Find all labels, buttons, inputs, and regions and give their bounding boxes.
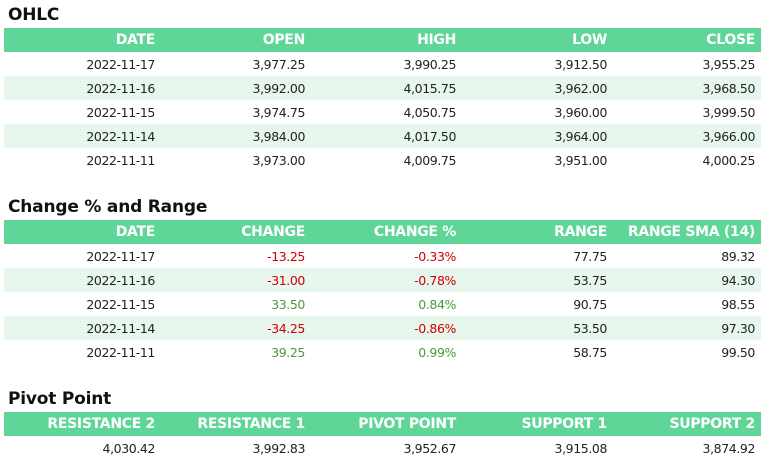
close-cell: 3,968.50 xyxy=(613,76,761,100)
table-row: 2022-11-11 39.25 0.99% 58.75 99.50 xyxy=(4,340,761,364)
table-row: 2022-11-17 3,977.25 3,990.25 3,912.50 3,… xyxy=(4,52,761,76)
change-range-table: DATE CHANGE CHANGE % RANGE RANGE SMA (14… xyxy=(4,220,761,364)
column-header-pivot-point: PIVOT POINT xyxy=(311,412,462,436)
change-percent-cell: -0.78% xyxy=(311,268,462,292)
change-header-row: DATE CHANGE CHANGE % RANGE RANGE SMA (14… xyxy=(4,220,761,244)
ohlc-title: OHLC xyxy=(8,5,60,25)
low-cell: 3,912.50 xyxy=(462,52,613,76)
column-header-date: DATE xyxy=(4,28,161,52)
change-cell: -34.25 xyxy=(161,316,311,340)
date-cell: 2022-11-14 xyxy=(4,124,161,148)
table-row: 2022-11-17 -13.25 -0.33% 77.75 89.32 xyxy=(4,244,761,268)
table-row: 2022-11-14 -34.25 -0.86% 53.50 97.30 xyxy=(4,316,761,340)
pivot-header-row: RESISTANCE 2 RESISTANCE 1 PIVOT POINT SU… xyxy=(4,412,761,436)
change-percent-cell: -0.86% xyxy=(311,316,462,340)
column-header-change-percent: CHANGE % xyxy=(311,220,462,244)
table-row: 2022-11-14 3,984.00 4,017.50 3,964.00 3,… xyxy=(4,124,761,148)
change-range-title: Change % and Range xyxy=(8,197,208,217)
column-header-close: CLOSE xyxy=(613,28,761,52)
table-row: 2022-11-16 -31.00 -0.78% 53.75 94.30 xyxy=(4,268,761,292)
high-cell: 3,990.25 xyxy=(311,52,462,76)
pivot-point-title: Pivot Point xyxy=(8,389,112,409)
column-header-support-1: SUPPORT 1 xyxy=(462,412,613,436)
range-sma-cell: 99.50 xyxy=(613,340,761,364)
range-cell: 90.75 xyxy=(462,292,613,316)
support-1-cell: 3,915.08 xyxy=(462,436,613,460)
table-row: 2022-11-15 3,974.75 4,050.75 3,960.00 3,… xyxy=(4,100,761,124)
column-header-range: RANGE xyxy=(462,220,613,244)
open-cell: 3,977.25 xyxy=(161,52,311,76)
table-row: 2022-11-16 3,992.00 4,015.75 3,962.00 3,… xyxy=(4,76,761,100)
pivot-point-table: RESISTANCE 2 RESISTANCE 1 PIVOT POINT SU… xyxy=(4,412,761,460)
open-cell: 3,974.75 xyxy=(161,100,311,124)
open-cell: 3,973.00 xyxy=(161,148,311,172)
change-cell: -31.00 xyxy=(161,268,311,292)
range-sma-cell: 94.30 xyxy=(613,268,761,292)
ohlc-table: DATE OPEN HIGH LOW CLOSE 2022-11-17 3,97… xyxy=(4,28,761,172)
support-2-cell: 3,874.92 xyxy=(613,436,761,460)
table-row: 4,030.42 3,992.83 3,952.67 3,915.08 3,87… xyxy=(4,436,761,460)
column-header-change: CHANGE xyxy=(161,220,311,244)
low-cell: 3,964.00 xyxy=(462,124,613,148)
ohlc-header-row: DATE OPEN HIGH LOW CLOSE xyxy=(4,28,761,52)
close-cell: 3,966.00 xyxy=(613,124,761,148)
column-header-low: LOW xyxy=(462,28,613,52)
date-cell: 2022-11-16 xyxy=(4,76,161,100)
column-header-date: DATE xyxy=(4,220,161,244)
date-cell: 2022-11-17 xyxy=(4,244,161,268)
range-sma-cell: 97.30 xyxy=(613,316,761,340)
column-header-range-sma: RANGE SMA (14) xyxy=(613,220,761,244)
date-cell: 2022-11-11 xyxy=(4,340,161,364)
low-cell: 3,962.00 xyxy=(462,76,613,100)
open-cell: 3,992.00 xyxy=(161,76,311,100)
change-cell: 39.25 xyxy=(161,340,311,364)
open-cell: 3,984.00 xyxy=(161,124,311,148)
high-cell: 4,050.75 xyxy=(311,100,462,124)
date-cell: 2022-11-11 xyxy=(4,148,161,172)
range-cell: 53.75 xyxy=(462,268,613,292)
close-cell: 3,999.50 xyxy=(613,100,761,124)
change-cell: -13.25 xyxy=(161,244,311,268)
change-percent-cell: -0.33% xyxy=(311,244,462,268)
change-cell: 33.50 xyxy=(161,292,311,316)
range-cell: 58.75 xyxy=(462,340,613,364)
range-sma-cell: 98.55 xyxy=(613,292,761,316)
column-header-resistance-1: RESISTANCE 1 xyxy=(161,412,311,436)
low-cell: 3,960.00 xyxy=(462,100,613,124)
range-sma-cell: 89.32 xyxy=(613,244,761,268)
high-cell: 4,015.75 xyxy=(311,76,462,100)
column-header-support-2: SUPPORT 2 xyxy=(613,412,761,436)
high-cell: 4,017.50 xyxy=(311,124,462,148)
table-row: 2022-11-15 33.50 0.84% 90.75 98.55 xyxy=(4,292,761,316)
column-header-high: HIGH xyxy=(311,28,462,52)
date-cell: 2022-11-16 xyxy=(4,268,161,292)
resistance-1-cell: 3,992.83 xyxy=(161,436,311,460)
date-cell: 2022-11-15 xyxy=(4,100,161,124)
range-cell: 77.75 xyxy=(462,244,613,268)
date-cell: 2022-11-15 xyxy=(4,292,161,316)
table-row: 2022-11-11 3,973.00 4,009.75 3,951.00 4,… xyxy=(4,148,761,172)
low-cell: 3,951.00 xyxy=(462,148,613,172)
resistance-2-cell: 4,030.42 xyxy=(4,436,161,460)
change-percent-cell: 0.99% xyxy=(311,340,462,364)
date-cell: 2022-11-17 xyxy=(4,52,161,76)
column-header-open: OPEN xyxy=(161,28,311,52)
high-cell: 4,009.75 xyxy=(311,148,462,172)
pivot-point-cell: 3,952.67 xyxy=(311,436,462,460)
change-percent-cell: 0.84% xyxy=(311,292,462,316)
column-header-resistance-2: RESISTANCE 2 xyxy=(4,412,161,436)
close-cell: 4,000.25 xyxy=(613,148,761,172)
date-cell: 2022-11-14 xyxy=(4,316,161,340)
range-cell: 53.50 xyxy=(462,316,613,340)
close-cell: 3,955.25 xyxy=(613,52,761,76)
